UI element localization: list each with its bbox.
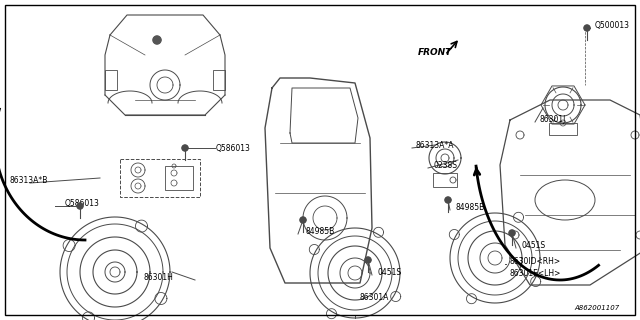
Polygon shape bbox=[77, 203, 83, 209]
Text: 8630lD<RH>: 8630lD<RH> bbox=[510, 257, 561, 266]
Text: Q586013: Q586013 bbox=[216, 144, 251, 153]
Text: Q500013: Q500013 bbox=[595, 21, 630, 30]
Text: 86301E<LH>: 86301E<LH> bbox=[510, 269, 561, 278]
Text: 86301A: 86301A bbox=[360, 293, 389, 302]
Bar bbox=[433, 173, 457, 187]
Bar bbox=[165, 166, 193, 190]
Polygon shape bbox=[584, 25, 590, 31]
Polygon shape bbox=[300, 217, 306, 223]
Text: FRONT: FRONT bbox=[418, 48, 452, 57]
Text: 86301J: 86301J bbox=[540, 115, 566, 124]
Bar bbox=[213, 70, 225, 90]
Text: 84985B: 84985B bbox=[305, 227, 334, 236]
Polygon shape bbox=[509, 230, 515, 236]
Text: 86301H: 86301H bbox=[143, 273, 173, 282]
Polygon shape bbox=[445, 197, 451, 203]
Polygon shape bbox=[182, 145, 188, 151]
Text: 84985B: 84985B bbox=[455, 203, 484, 212]
Text: 0238S: 0238S bbox=[433, 161, 457, 170]
Bar bbox=[105, 70, 117, 90]
Text: 86313A*B: 86313A*B bbox=[10, 176, 49, 185]
Text: Q586013: Q586013 bbox=[65, 199, 100, 208]
Text: 0451S: 0451S bbox=[522, 241, 546, 250]
Polygon shape bbox=[153, 36, 161, 44]
Bar bbox=[120, 159, 200, 197]
Bar bbox=[549, 123, 577, 135]
Text: A862001107: A862001107 bbox=[575, 305, 620, 311]
Text: 86313A*A: 86313A*A bbox=[415, 141, 454, 150]
Polygon shape bbox=[365, 257, 371, 263]
Text: 0451S: 0451S bbox=[378, 268, 402, 277]
